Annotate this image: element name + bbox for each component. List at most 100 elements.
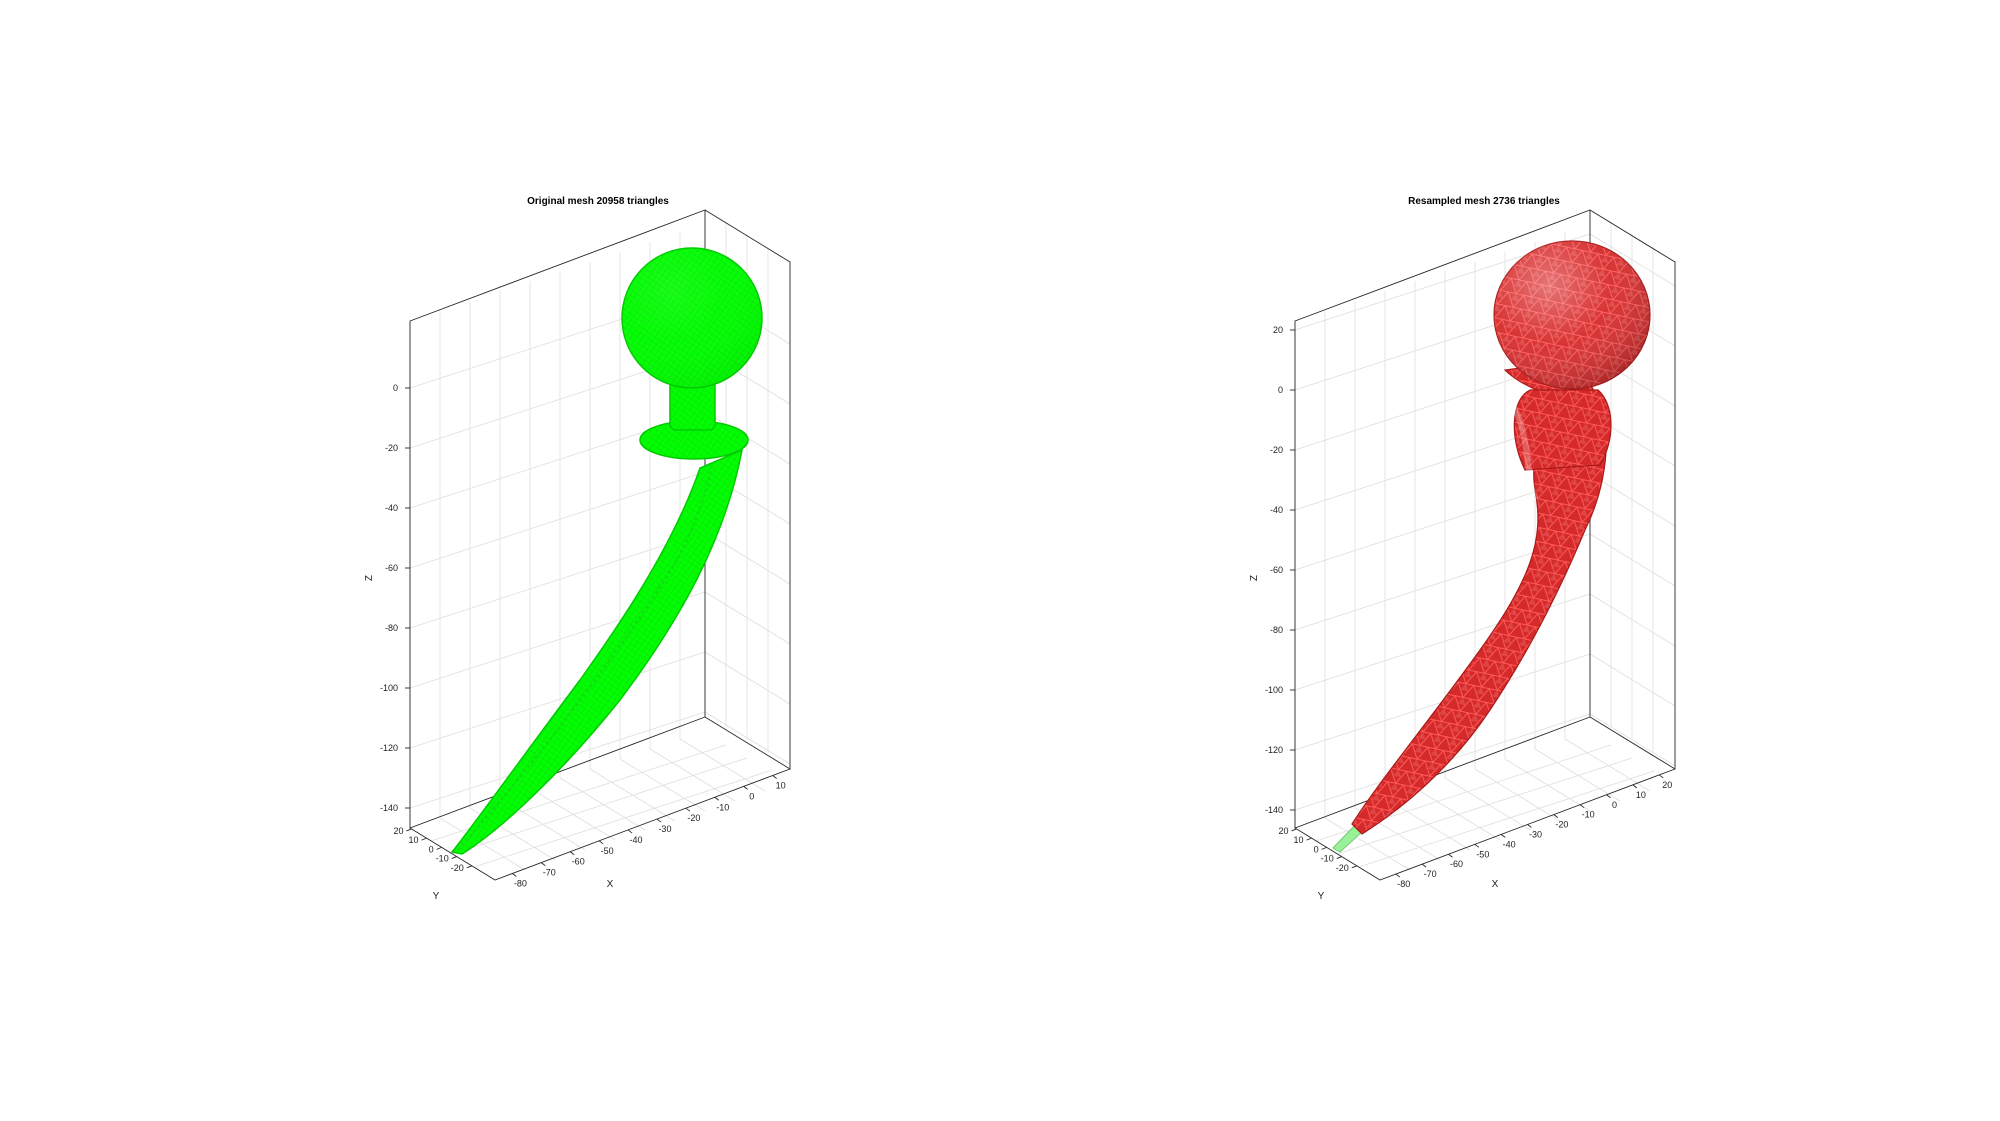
left-y-tick-mark (451, 856, 457, 859)
left-x-tick-mark (714, 796, 720, 801)
left-plot: Original mesh 20958 triangles (364, 196, 791, 902)
left-y-tick-mark (436, 846, 442, 850)
left-z-tick-label: -40 (385, 503, 398, 513)
right-x-tick-label: -30 (1529, 830, 1542, 840)
right-z-tick-label: -40 (1270, 505, 1283, 515)
left-x-tick-label: -20 (687, 813, 700, 823)
left-y-tick-label: 20 (393, 826, 403, 836)
right-x-tick-label: -50 (1476, 849, 1489, 859)
right-z-tick-label: -120 (1265, 745, 1283, 755)
original-stem (450, 448, 743, 855)
left-z-ticks: 0 -20 -40 -60 -80 -100 -120 -140 (380, 383, 410, 813)
resampled-mesh-surface (1332, 240, 1651, 853)
right-z-ticks: 20 0 -20 -40 -60 -80 -100 -120 -140 (1265, 325, 1295, 815)
left-x-tick-label: -70 (543, 868, 556, 878)
left-z-tick-label: -100 (380, 683, 398, 693)
left-y-tick-mark (466, 865, 472, 869)
right-y-tick-label: 0 (1314, 844, 1319, 854)
left-x-tick-label: -30 (658, 824, 671, 834)
right-x-tick-mark (1448, 853, 1453, 858)
left-x-tick-mark (541, 862, 546, 866)
right-y-axis-label: Y (1318, 891, 1325, 902)
right-x-tick-label: 10 (1636, 790, 1646, 800)
right-y-tick-label: 20 (1278, 826, 1288, 836)
right-y-tick-mark (1291, 828, 1297, 832)
right-plot-title: Resampled mesh 2736 triangles (1408, 196, 1560, 207)
right-x-tick-mark (1395, 873, 1401, 878)
left-x-tick-label: -40 (630, 835, 643, 845)
left-z-tick-label: -80 (385, 623, 398, 633)
right-y-tick-mark (1321, 846, 1327, 850)
left-y-tick-label: -10 (436, 854, 449, 864)
right-z-tick-label: -140 (1265, 805, 1283, 815)
left-axes-box (409, 209, 791, 881)
left-x-axis-label: X (607, 879, 614, 890)
left-y-ticks: 20 10 0-10-20 (393, 826, 472, 873)
right-y-ticks: 20 10 0-10-20 (1278, 826, 1357, 873)
right-x-axis-label: X (1492, 879, 1499, 890)
right-z-tick-label: -20 (1270, 445, 1283, 455)
right-z-tick-label: -100 (1265, 685, 1283, 695)
left-z-tick-label: -20 (385, 443, 398, 453)
left-y-tick-label: -20 (451, 863, 464, 873)
left-x-tick-mark (743, 786, 748, 790)
left-y-tick-label: 10 (409, 835, 419, 845)
right-x-tick-mark (1606, 794, 1611, 799)
right-y-tick-label: -20 (1336, 863, 1349, 873)
left-x-tick-mark (656, 818, 662, 823)
right-y-tick-mark (1336, 856, 1342, 859)
right-x-ticks: -80 -70 -60 -50 -40 -30 -20 -10 0 10 20 (1395, 774, 1672, 889)
right-z-tick-label: -80 (1270, 625, 1283, 635)
right-x-tick-label: -80 (1397, 879, 1410, 889)
left-x-tick-mark (569, 851, 575, 856)
right-x-tick-mark (1474, 843, 1480, 848)
right-axes-box (1294, 209, 1676, 881)
right-x-tick-label: -20 (1555, 820, 1568, 830)
right-y-tick-mark (1306, 837, 1312, 841)
left-x-tick-mark (512, 873, 517, 877)
right-x-tick-mark (1658, 774, 1664, 779)
left-x-tick-mark (598, 840, 604, 845)
left-y-tick-mark (421, 837, 427, 841)
right-x-tick-mark (1632, 784, 1638, 789)
right-x-tick-mark (1553, 814, 1559, 818)
right-x-tick-label: 20 (1662, 780, 1672, 790)
resampled-neck (1513, 389, 1612, 471)
left-x-tick-label: -80 (514, 878, 527, 888)
right-x-tick-mark (1421, 863, 1427, 868)
left-z-tick-label: 0 (393, 383, 398, 393)
original-stem-ridge (457, 464, 714, 851)
left-z-axis-label: Z (364, 575, 375, 581)
left-x-tick-label: -50 (601, 846, 614, 856)
right-x-tick-label: -40 (1503, 839, 1516, 849)
left-x-ticks: -80 -70 -60 -50 -40 -30 -20 -10 0 10 (512, 775, 786, 888)
right-z-tick-label: 20 (1273, 325, 1283, 335)
left-x-tick-mark (685, 807, 691, 812)
left-x-tick-label: -60 (572, 857, 585, 867)
right-z-axis-label: Z (1249, 575, 1260, 581)
right-x-tick-label: 0 (1612, 800, 1617, 810)
left-x-tick-label: 0 (749, 791, 754, 801)
right-y-tick-mark (1351, 865, 1357, 869)
right-y-tick-label: -10 (1321, 854, 1334, 864)
left-x-tick-mark (627, 829, 633, 834)
right-x-tick-mark (1579, 804, 1585, 809)
right-x-tick-label: -70 (1424, 869, 1437, 879)
left-y-axis-label: Y (433, 891, 440, 902)
right-z-tick-label: -60 (1270, 565, 1283, 575)
right-x-tick-label: -60 (1450, 859, 1463, 869)
left-y-tick-mark (406, 828, 412, 832)
right-y-tick-label: 10 (1294, 835, 1304, 845)
left-plot-title: Original mesh 20958 triangles (527, 196, 669, 207)
right-x-tick-mark (1527, 824, 1532, 828)
left-x-tick-mark (772, 775, 777, 779)
right-x-tick-label: -10 (1582, 810, 1595, 820)
right-z-tick-label: 0 (1278, 385, 1283, 395)
right-plot: Resampled mesh 2736 triangles (1249, 196, 1676, 902)
left-z-tick-label: -120 (380, 743, 398, 753)
right-x-tick-mark (1500, 834, 1506, 838)
left-x-tick-label: -10 (716, 802, 729, 812)
original-mesh-surface (450, 247, 763, 855)
left-z-tick-label: -140 (380, 803, 398, 813)
